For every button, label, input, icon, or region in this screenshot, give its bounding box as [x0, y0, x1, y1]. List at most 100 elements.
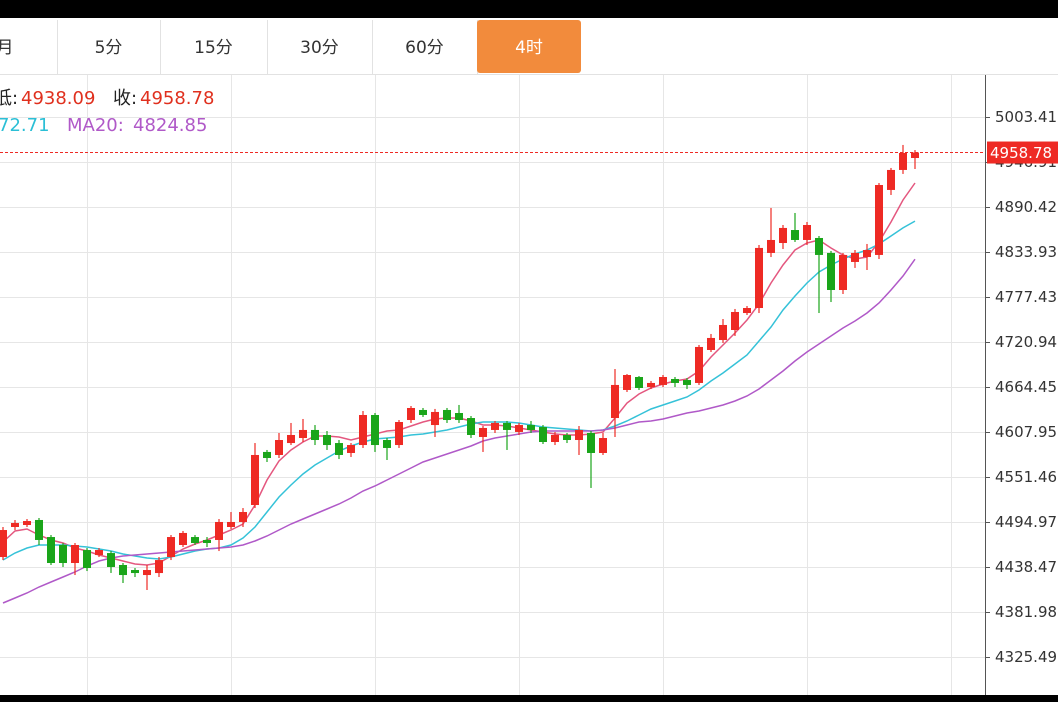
candle-body [743, 308, 751, 314]
candle-body [0, 530, 7, 558]
tab[interactable]: 月 [0, 20, 58, 74]
candle-body [347, 445, 355, 453]
candle-body [143, 570, 151, 576]
candle-body [467, 418, 475, 435]
candle-body [167, 537, 175, 558]
plot: 4325.49 4381.98 4438.47 4494.97 4551.46 4607.… [0, 75, 1058, 695]
candle-body [83, 550, 91, 569]
candle-body [635, 376, 643, 388]
candle-body [443, 409, 451, 421]
candle-body [191, 537, 199, 544]
bottom-bar [0, 695, 1058, 702]
candle-body [311, 429, 319, 441]
ma-line [2, 258, 916, 604]
candle-body [251, 454, 259, 506]
candle-body [623, 375, 631, 390]
candle-body [839, 254, 847, 291]
y-tick-label: 4551.46 [995, 468, 1057, 486]
candle-body [419, 409, 427, 415]
tab-label[interactable]: 月 [0, 38, 14, 58]
candle-body [503, 422, 511, 430]
candle-body [683, 380, 691, 385]
tab[interactable]: 30分 [300, 20, 373, 74]
close-label: 收: [113, 88, 137, 109]
y-tick-label: 4438.47 [995, 558, 1057, 576]
candle-body [695, 346, 703, 383]
candle-body [611, 384, 619, 419]
candle-body [287, 434, 295, 444]
candle-body [359, 414, 367, 446]
candle-body [791, 230, 799, 240]
tab-label[interactable]: 4时 [515, 38, 543, 58]
candle-body [875, 185, 883, 255]
candle-body [23, 521, 31, 526]
candle-body [431, 411, 439, 426]
top-bar [0, 0, 1058, 18]
candle-body [215, 521, 223, 540]
candle-body [599, 438, 607, 453]
tab-label[interactable]: 60分 [405, 38, 444, 58]
candle-body [239, 512, 247, 522]
ma-line [2, 220, 916, 561]
candle-body [731, 311, 739, 330]
y-tick-label: 4607.95 [995, 423, 1057, 441]
y-tick-label: 4833.93 [995, 243, 1057, 261]
candle-body [299, 429, 307, 439]
candle-body [119, 564, 127, 576]
candle-body [479, 427, 487, 437]
tab[interactable]: 4时 [477, 20, 581, 73]
candle-body [539, 427, 547, 442]
candle-body [587, 432, 595, 453]
tab-label[interactable]: 15分 [194, 38, 233, 58]
candle-body [527, 425, 535, 430]
tab[interactable]: 5分 [95, 20, 161, 74]
candle-body [815, 237, 823, 255]
candle-body [647, 382, 655, 388]
candle-body [803, 225, 811, 240]
low-label: 低: [0, 88, 18, 109]
candle-body [71, 544, 79, 564]
candle-body [59, 544, 67, 564]
candle-body [863, 250, 871, 258]
candle-body [767, 239, 775, 253]
candle-body [203, 539, 211, 544]
low-value: 4938.09 [21, 88, 95, 109]
y-tick-label: 5003.41 [995, 108, 1057, 126]
price-label: 4958.78 [990, 144, 1052, 162]
y-tick-label: 4381.98 [995, 603, 1057, 621]
tab-label[interactable]: 30分 [300, 38, 339, 58]
candle-body [575, 429, 583, 441]
tabs: 月 5分 15分 30分 60分 4时 [0, 20, 581, 74]
ma20-label: MA20: [67, 115, 124, 136]
candle-body [491, 422, 499, 430]
y-tick-label: 4777.43 [995, 288, 1057, 306]
candle-body [671, 378, 679, 383]
price-label-bg [987, 141, 1058, 164]
candle-body [779, 227, 787, 244]
candle-body [707, 337, 715, 350]
candle-body [383, 440, 391, 448]
candle-body [515, 425, 523, 432]
tab-active-bg[interactable] [477, 20, 581, 73]
tab-label[interactable]: 5分 [95, 38, 123, 58]
candle-body [911, 152, 919, 159]
candle-body [755, 247, 763, 309]
candle-body [275, 440, 283, 455]
tab[interactable]: 15分 [194, 20, 268, 74]
candle-body [851, 252, 859, 262]
candle-body [107, 553, 115, 567]
candle-body [11, 523, 19, 527]
candle-body [659, 376, 667, 385]
candle-body [563, 434, 571, 441]
candle-body [155, 560, 163, 574]
candle-body [887, 169, 895, 190]
candle-body [95, 550, 103, 556]
candle-body [263, 451, 271, 459]
candle-body [227, 521, 235, 527]
close-value: 4958.78 [140, 88, 214, 109]
candle-body [719, 324, 727, 341]
candle-body [179, 532, 187, 545]
candle-body [47, 537, 55, 564]
ma20-value: 4824.85 [133, 115, 207, 136]
candle-body [35, 519, 43, 540]
